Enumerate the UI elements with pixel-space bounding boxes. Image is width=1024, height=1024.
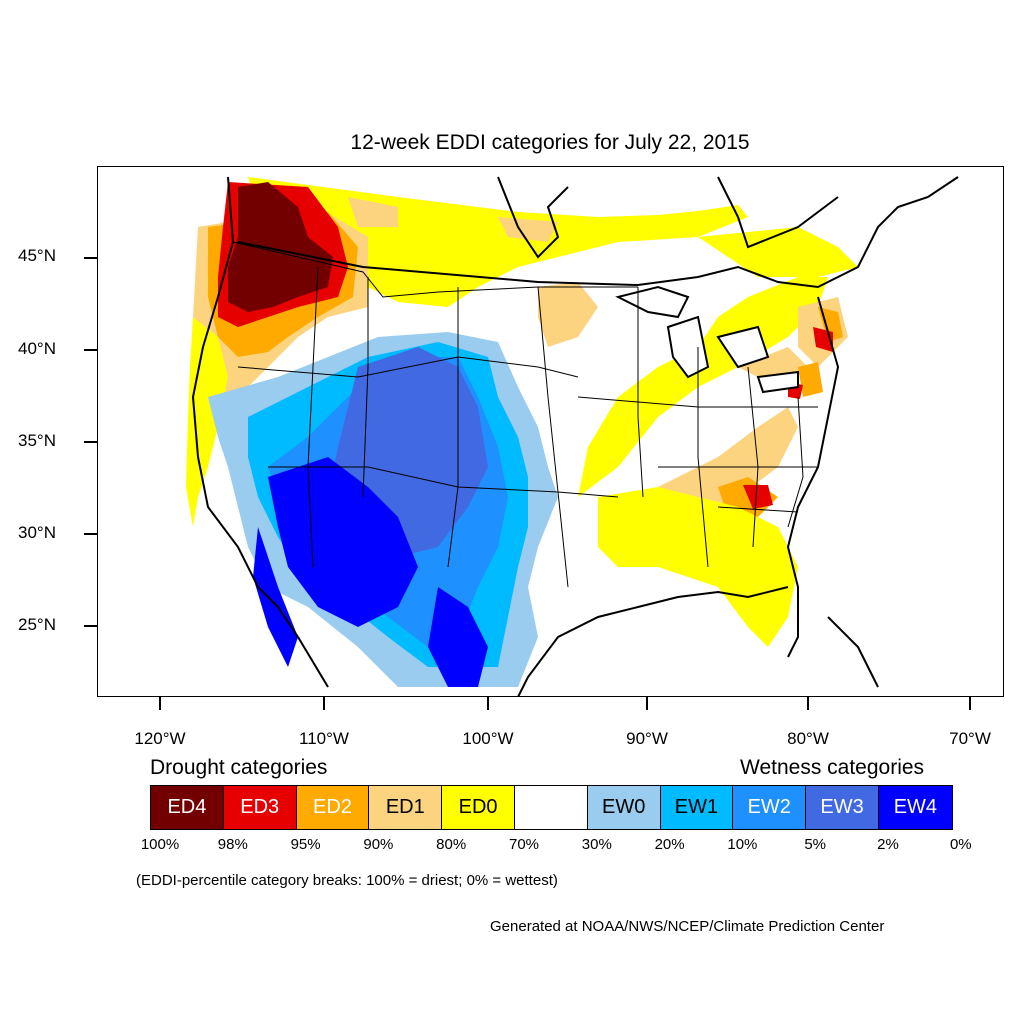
lat-label-30: 30°N xyxy=(18,523,56,542)
legend-break-label: 98% xyxy=(217,836,248,853)
map-title: 12-week EDDI categories for July 22, 201… xyxy=(350,131,750,154)
lon-tick xyxy=(807,697,809,710)
lat-tick xyxy=(84,441,97,443)
region-ed0-gulf xyxy=(598,487,798,647)
lat-tick xyxy=(84,625,97,627)
lat-tick xyxy=(84,533,97,535)
wetness-heading: Wetness categories xyxy=(740,756,925,779)
region-ed3-east xyxy=(743,327,833,509)
lon-label-100: 100°W xyxy=(462,729,514,748)
lon-label-120: 120°W xyxy=(134,729,186,748)
legend-break-label: 10% xyxy=(727,836,758,853)
region-ed1-east xyxy=(538,282,848,547)
legend-cell-ed4: ED4 xyxy=(151,786,224,829)
state-boundaries xyxy=(232,241,818,588)
legend-break-label: 100% xyxy=(140,836,180,853)
region-ed4-nw xyxy=(228,182,333,312)
legend-note: (EDDI-percentile category breaks: 100% =… xyxy=(136,872,558,889)
legend-break-label: 70% xyxy=(508,836,540,853)
lat-label-25: 25°N xyxy=(18,615,56,634)
legend-cell-ed2: ED2 xyxy=(296,786,370,829)
lat-label-35: 35°N xyxy=(18,431,56,450)
region-ew4-southwest xyxy=(253,457,488,687)
legend-break-label: 95% xyxy=(290,836,321,853)
legend-break-label: 0% xyxy=(949,836,972,853)
legend-cell-ew0: EW0 xyxy=(587,786,661,829)
lon-tick xyxy=(323,697,325,710)
legend-break-label: 90% xyxy=(363,836,394,853)
lon-label-70: 70°W xyxy=(949,729,991,748)
legend-cell-ew1: EW1 xyxy=(660,786,734,829)
lon-label-80: 80°W xyxy=(787,729,829,748)
legend-break-label: 5% xyxy=(804,836,827,853)
lon-label-110: 110°W xyxy=(299,729,349,748)
drought-heading: Drought categories xyxy=(150,756,328,779)
map-frame xyxy=(97,166,1004,697)
legend-cell-ew2: EW2 xyxy=(733,786,807,829)
legend-cell-ew4: EW4 xyxy=(878,786,952,829)
legend-cell-ed3: ED3 xyxy=(223,786,297,829)
region-ed2-east xyxy=(718,307,843,517)
lat-label-45: 45°N xyxy=(18,246,56,265)
credit-text: Generated at NOAA/NWS/NCEP/Climate Predi… xyxy=(490,918,885,935)
lon-label-90: 90°W xyxy=(626,729,668,748)
lat-label-40: 40°N xyxy=(18,339,56,358)
region-ed0-east xyxy=(578,227,858,497)
legend-colorbar: ED4 ED3 ED2 ED1 ED0 EW0 EW1 EW2 EW3 EW4 xyxy=(150,785,953,830)
legend-cell-neutral xyxy=(514,786,588,829)
lon-tick xyxy=(969,697,971,710)
region-ed0-westcoast xyxy=(186,317,228,527)
region-ed1-north xyxy=(348,197,558,242)
lon-tick xyxy=(487,697,489,710)
legend-cell-ed1: ED1 xyxy=(369,786,443,829)
lat-tick xyxy=(84,257,97,259)
lat-tick xyxy=(84,349,97,351)
coastlines xyxy=(191,176,959,696)
lon-tick xyxy=(646,697,648,710)
legend-break-label: 2% xyxy=(877,836,899,853)
legend-cell-ed0: ED0 xyxy=(442,786,515,829)
legend-cell-ew3: EW3 xyxy=(806,786,879,829)
eddi-map xyxy=(186,176,959,696)
lon-tick xyxy=(159,697,161,710)
legend-break-label: 80% xyxy=(436,836,467,853)
legend-break-label: 20% xyxy=(654,836,685,853)
legend-break-label: 30% xyxy=(581,836,612,853)
